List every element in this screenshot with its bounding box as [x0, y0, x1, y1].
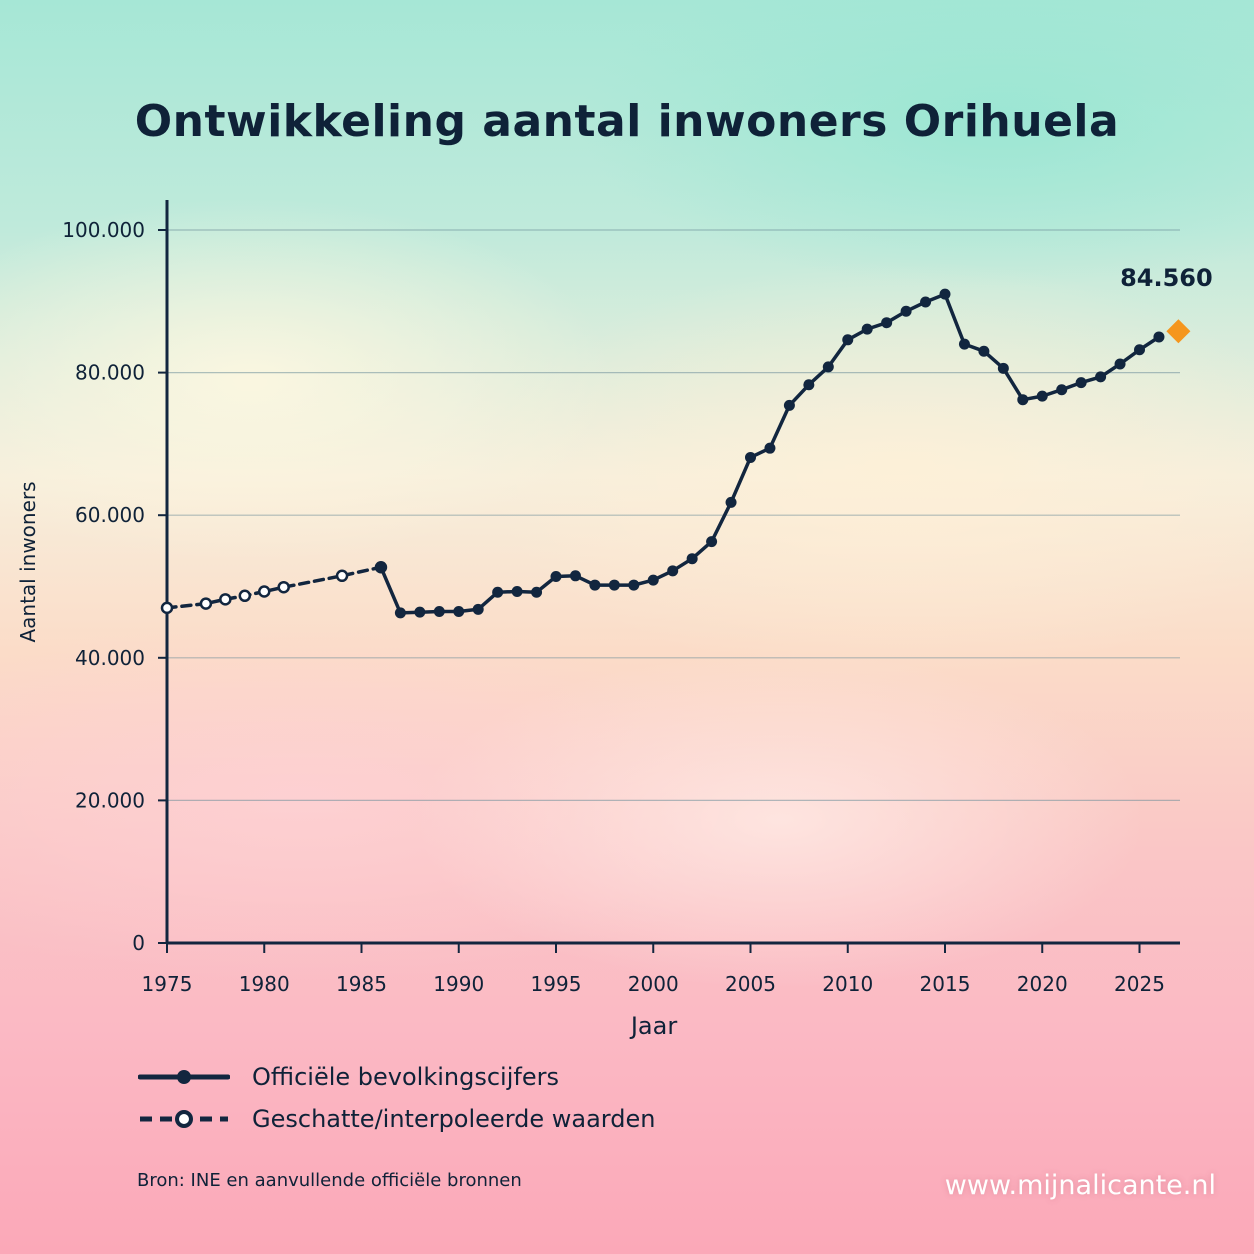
- data-point-s1-36: [1075, 377, 1087, 389]
- x-axis-label: Jaar: [630, 1012, 678, 1040]
- data-point-s1-2: [414, 606, 426, 618]
- data-point-s1-1: [394, 607, 406, 619]
- data-point-s1-39: [1134, 344, 1145, 356]
- data-point-s1-5: [472, 603, 484, 615]
- highlight-diamond: [1166, 319, 1191, 344]
- data-point-s1-31: [978, 345, 990, 357]
- x-tick-label-0: 1975: [142, 972, 193, 996]
- data-point-s1-17: [706, 536, 718, 548]
- data-point-s1-30: [958, 338, 970, 350]
- data-point-s1-11: [589, 579, 601, 591]
- legend-item-estimated: Geschatte/interpoleerde waarden: [138, 1098, 655, 1140]
- x-tick-label-6: 2005: [725, 972, 776, 996]
- data-point-s0-5: [277, 580, 290, 594]
- data-point-s1-20: [764, 442, 776, 454]
- data-point-s1-37: [1095, 371, 1107, 383]
- x-tick-label-5: 2000: [628, 972, 679, 996]
- data-point-s1-16: [686, 553, 698, 565]
- data-point-s1-6: [492, 586, 504, 598]
- axes: 0 20.000 40.000 60.000 80.000 100.000 1975 1980…: [62, 200, 1180, 996]
- data-point-s1-4: [453, 605, 465, 617]
- data-point-s1-15: [667, 565, 679, 577]
- source-note: Bron: INE en aanvullende officiële bronn…: [137, 1170, 522, 1191]
- data-point-s1-26: [881, 317, 893, 329]
- data-point-s1-24: [842, 334, 854, 346]
- data-point-s1-27: [900, 305, 912, 317]
- chart-title: Ontwikkeling aantal inwoners Orihuela: [134, 96, 1120, 147]
- x-tick-label-4: 1995: [531, 972, 582, 996]
- y-tick-label-5: 100.000: [62, 218, 145, 242]
- legend-item-official: Officiële bevolkingscijfers: [138, 1056, 655, 1098]
- y-tick-label-0: 0: [132, 931, 145, 955]
- data-point-s1-32: [997, 362, 1009, 374]
- data-point-s1-28: [920, 296, 932, 308]
- data-point-s0-1: [199, 597, 213, 610]
- highlight: 84.560: [1120, 264, 1213, 344]
- data-point-s1-7: [511, 585, 523, 597]
- data-point-s1-40: [1153, 331, 1165, 343]
- legend: Officiële bevolkingscijfers Geschatte/in…: [138, 1056, 655, 1140]
- data-point-s1-13: [628, 579, 640, 591]
- x-tick-label-1: 1980: [239, 972, 290, 996]
- legend-dashed-line-icon: [140, 1110, 228, 1128]
- data-point-s1-29: [939, 288, 951, 300]
- x-tick-label-2: 1985: [336, 972, 387, 996]
- y-tick-label-4: 80.000: [75, 361, 145, 385]
- data-point-s1-0: [375, 561, 387, 573]
- x-tick-label-10: 2025: [1114, 972, 1165, 996]
- data-point-s1-35: [1056, 384, 1068, 396]
- data-point-s1-12: [608, 579, 620, 591]
- data-point-s1-21: [783, 399, 795, 411]
- data-point-s1-33: [1017, 394, 1029, 406]
- data-point-s0-4: [258, 585, 271, 598]
- data-point-s1-10: [569, 570, 581, 582]
- data-point-s1-25: [861, 323, 873, 335]
- website-link[interactable]: www.mijnalicante.nl: [944, 1170, 1216, 1201]
- data-point-s1-23: [822, 361, 834, 373]
- x-tick-label-9: 2020: [1017, 972, 1068, 996]
- y-tick-label-1: 20.000: [75, 788, 145, 812]
- data-point-s1-18: [725, 496, 737, 508]
- data-point-s0-3: [238, 589, 252, 603]
- legend-label-official: Officiële bevolkingscijfers: [252, 1063, 559, 1091]
- grid-lines: [167, 229, 1180, 802]
- y-tick-label-3: 60.000: [75, 503, 145, 527]
- x-tick-label-7: 2010: [822, 972, 873, 996]
- data-point-s1-14: [647, 574, 659, 586]
- y-tick-label-2: 40.000: [75, 646, 145, 670]
- data-point-s1-22: [803, 379, 815, 391]
- legend-solid-line-icon: [138, 1070, 230, 1084]
- x-tick-label-8: 2015: [920, 972, 971, 996]
- x-tick-label-3: 1990: [433, 972, 484, 996]
- data-point-s1-19: [745, 451, 756, 463]
- data-point-s1-9: [550, 571, 562, 583]
- legend-label-estimated: Geschatte/interpoleerde waarden: [252, 1105, 656, 1133]
- highlight-value-label: 84.560: [1120, 264, 1213, 292]
- data-point-s1-3: [433, 605, 445, 617]
- data-point-s0-2: [219, 593, 232, 606]
- data-point-s0-0: [160, 601, 174, 615]
- series: [160, 288, 1165, 619]
- data-point-s1-34: [1036, 390, 1048, 402]
- data-point-s1-8: [531, 586, 543, 598]
- data-point-s0-6: [335, 569, 349, 583]
- data-point-s1-38: [1114, 358, 1126, 370]
- series-line-0: [165, 565, 383, 610]
